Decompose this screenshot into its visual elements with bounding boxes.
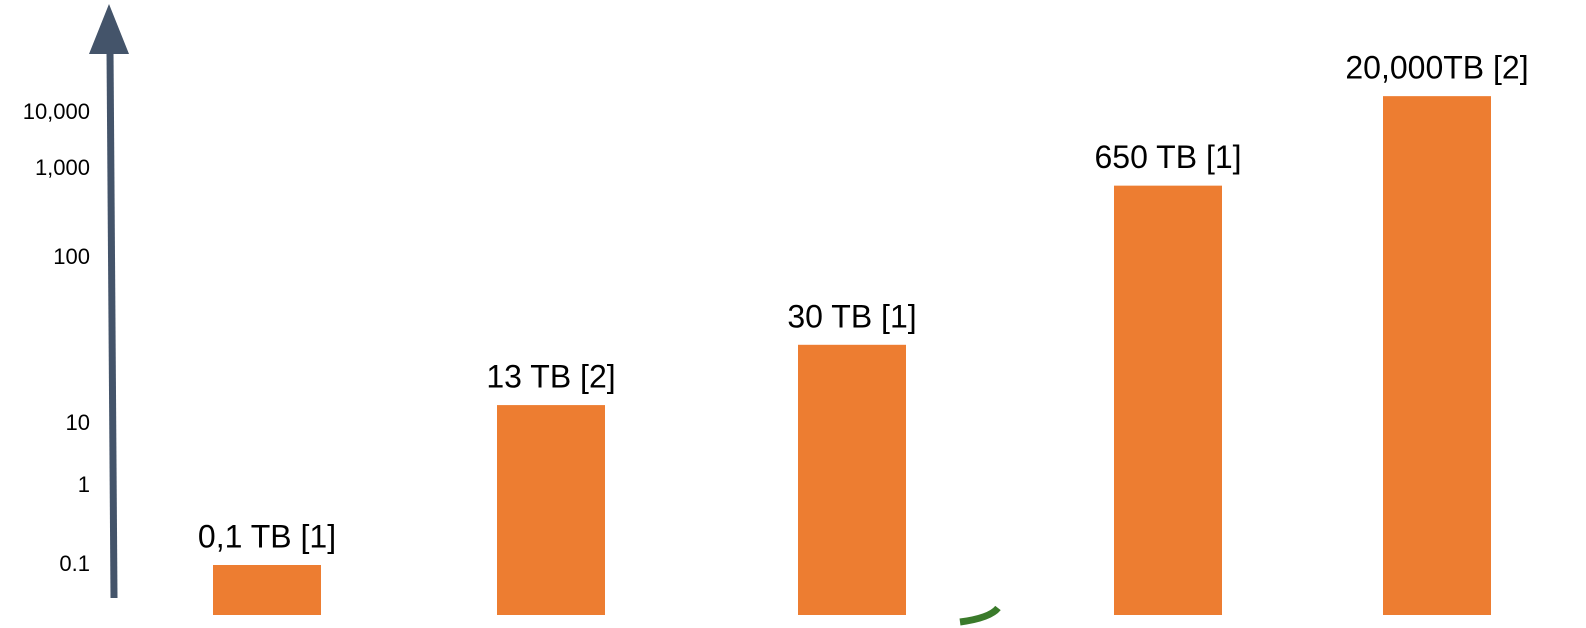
y-axis: [106, 49, 118, 599]
y-tick-label: 10: [66, 410, 90, 435]
decoration-curve: [959, 605, 1001, 626]
bar: [1383, 96, 1491, 615]
y-tick-label: 1,000: [35, 155, 90, 180]
y-tick-label: 100: [53, 244, 90, 269]
y-tick-label: 10,000: [23, 99, 90, 124]
bar: [497, 405, 605, 615]
value-label: 30 TB [1]: [787, 298, 916, 334]
value-label: 20,000TB [2]: [1345, 50, 1528, 86]
value-label: 0,1 TB [1]: [198, 518, 336, 554]
value-label: 650 TB [1]: [1094, 139, 1241, 175]
y-axis-arrowhead: [89, 4, 129, 54]
y-tick-label: 0.1: [59, 551, 90, 576]
value-label: 13 TB [2]: [486, 359, 615, 395]
bar: [798, 344, 906, 615]
y-tick-label: 1: [78, 472, 90, 497]
bar: [213, 565, 321, 615]
bar: [1114, 185, 1222, 616]
